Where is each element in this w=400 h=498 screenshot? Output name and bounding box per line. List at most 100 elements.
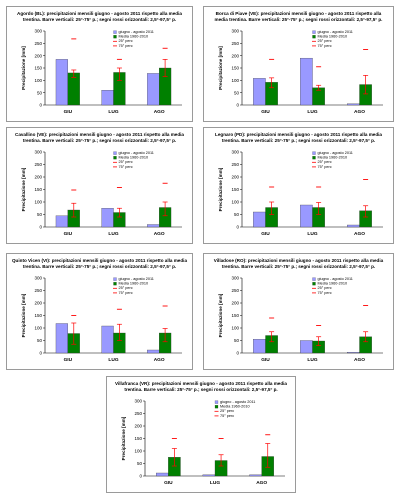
bar-2011-giu	[253, 339, 266, 354]
y-axis-label: Precipitazione [mm]	[21, 167, 26, 211]
bar-2011-ago	[147, 224, 160, 228]
legend-label: 25° perc	[318, 160, 332, 164]
legend-label: Media 1960-2010	[119, 282, 149, 286]
legend-label: Media 1960-2010	[318, 35, 348, 39]
y-axis-label: Precipitazione [mm]	[21, 46, 26, 90]
x-tick-label: LUG	[210, 480, 220, 486]
legend-label: Media 1960-2010	[318, 156, 348, 160]
y-tick-label: 50	[234, 90, 240, 95]
y-tick-label: 100	[231, 326, 239, 331]
legend-label: 25° perc	[119, 39, 133, 43]
y-tick-label: 50	[37, 90, 43, 95]
y-tick-label: 100	[34, 326, 42, 331]
legend-label: Media 1960-2010	[119, 35, 149, 39]
legend-label: Media 1960-2010	[220, 405, 250, 409]
y-axis-label: Precipitazione [mm]	[218, 293, 223, 337]
legend-label: giugno - agosto 2011	[220, 400, 255, 404]
bar-2011-lug	[101, 90, 114, 106]
chart-title-line-1: Villafranca (VR): precipitazioni mensili…	[115, 381, 287, 386]
y-tick-label: 250	[231, 288, 239, 293]
y-tick-label: 0	[39, 103, 42, 108]
chart-title: Villafranca (VR): precipitazioni mensili…	[109, 381, 293, 392]
y-tick-label: 0	[236, 351, 239, 356]
bar-2011-lug	[300, 204, 313, 228]
y-tick-label: 300	[231, 276, 239, 281]
y-tick-label: 50	[37, 338, 43, 343]
y-tick-label: 250	[34, 288, 42, 293]
y-tick-label: 200	[231, 53, 239, 58]
legend-label: 25° perc	[119, 286, 133, 290]
x-tick-label: AGO	[354, 231, 365, 237]
legend-swatch	[312, 277, 316, 281]
bar-2011-giu	[55, 59, 68, 106]
legend-label: 25° perc	[318, 286, 332, 290]
x-tick-label: GIU	[64, 109, 73, 115]
y-axis-label: Precipitazione [mm]	[218, 167, 223, 211]
y-tick-label: 300	[134, 399, 142, 404]
legend-swatch	[113, 30, 117, 34]
chart-panel-borca: Borca di Piave (VE): precipitazioni mens…	[203, 6, 394, 122]
legend-label: 75° perc	[119, 44, 133, 48]
legend-swatch	[113, 151, 117, 155]
y-tick-label: 250	[231, 41, 239, 46]
bar-2011-ago	[347, 224, 360, 228]
bar-2011-lug	[300, 57, 313, 106]
y-tick-label: 0	[236, 225, 239, 230]
legend-swatch	[214, 405, 219, 409]
chart-title-line-2: trentina. Barre verticali: 25°-75° p.; s…	[221, 263, 376, 269]
y-axis-label: Precipitazione [mm]	[21, 293, 26, 337]
legend-label: Media 1960-2010	[318, 282, 348, 286]
x-tick-label: AGO	[256, 480, 267, 486]
legend-label: giugno - agosto 2011	[318, 151, 353, 155]
bar-chart-svg: Precipitazione [mm] 0 50 100 150 200 250 300 GIU…	[218, 276, 383, 363]
bar-2011-ago	[147, 349, 160, 354]
legend-swatch	[312, 151, 316, 155]
chart-panel-legnaro: Legnaro (PD): precipitazioni mensili giu…	[203, 127, 394, 244]
legend-label: 25° perc	[119, 160, 133, 164]
y-tick-label: 200	[34, 175, 42, 180]
chart-title-line-2: trentina. Barre verticali: 25°-75° p.; s…	[221, 137, 376, 143]
chart-title-line-1: Agordo (BL): precipitazioni mensili giug…	[17, 11, 182, 16]
chart-title: Borca di Piave (VE): precipitazioni mens…	[206, 11, 391, 22]
y-tick-label: 250	[34, 162, 42, 167]
chart-title: Villadose (RO): precipitazioni mensili g…	[206, 258, 391, 269]
chart-title-line-2: trentina. Barre verticali: 25°-75° p.; s…	[22, 137, 177, 143]
chart-panel-quinto: Quinto Vicen (VI): precipitazioni mensil…	[6, 253, 193, 370]
legend-label: giugno - agosto 2011	[119, 277, 154, 281]
bar-chart-svg: Precipitazione [mm] 0 50 100 150 200 250 300 GIU…	[21, 276, 182, 363]
chart-title-line-1: Cavallino (VE): precipitazioni mensili g…	[15, 132, 184, 137]
y-tick-label: 300	[34, 276, 42, 281]
legend-label: 75° perc	[220, 414, 234, 418]
x-tick-label: GIU	[261, 231, 270, 237]
chart-title-line-2: trentina. Barre verticali: 25°-75° p.; s…	[22, 16, 177, 22]
y-tick-label: 300	[34, 150, 42, 155]
x-tick-label: AGO	[154, 231, 165, 237]
bar-2011-lug	[101, 325, 114, 354]
x-tick-label: LUG	[108, 357, 118, 363]
x-tick-label: LUG	[307, 231, 317, 237]
bar-chart-svg: Precipitazione [mm] 0 50 100 150 200 250 300 GIU…	[21, 150, 182, 237]
y-tick-label: 300	[231, 150, 239, 155]
x-tick-label: GIU	[164, 480, 173, 486]
y-tick-label: 250	[34, 41, 42, 46]
y-tick-label: 200	[231, 175, 239, 180]
y-tick-label: 0	[139, 474, 142, 479]
y-tick-label: 50	[137, 461, 143, 466]
y-tick-label: 150	[34, 313, 42, 318]
bar-chart-svg: Precipitazione [mm] 0 50 100 150 200 250 300 GIU…	[218, 150, 383, 237]
y-tick-label: 150	[231, 66, 239, 71]
chart-title: Quinto Vicen (VI): precipitazioni mensil…	[9, 258, 190, 269]
y-tick-label: 50	[234, 338, 240, 343]
bar-2011-giu	[253, 78, 266, 106]
chart-title-line-2: trentina. Barre verticali: 25°-75° p.; s…	[124, 386, 278, 392]
legend-swatch	[113, 156, 117, 160]
x-tick-label: LUG	[108, 231, 118, 237]
chart-title-line-1: Quinto Vicen (VI): precipitazioni mensil…	[11, 258, 188, 263]
bar-chart-svg: Precipitazione [mm] 0 50 100 150 200 250 300 GIU…	[121, 399, 285, 486]
y-tick-label: 0	[236, 103, 239, 108]
x-tick-label: AGO	[354, 109, 365, 115]
chart-title-line-1: Villadose (RO): precipitazioni mensili g…	[213, 258, 384, 263]
y-tick-label: 100	[134, 449, 142, 454]
y-tick-label: 50	[234, 212, 240, 217]
